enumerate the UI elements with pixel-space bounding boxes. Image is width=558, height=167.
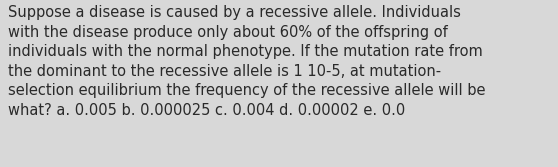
Text: Suppose a disease is caused by a recessive allele. Individuals
with the disease : Suppose a disease is caused by a recessi… [8, 5, 485, 118]
